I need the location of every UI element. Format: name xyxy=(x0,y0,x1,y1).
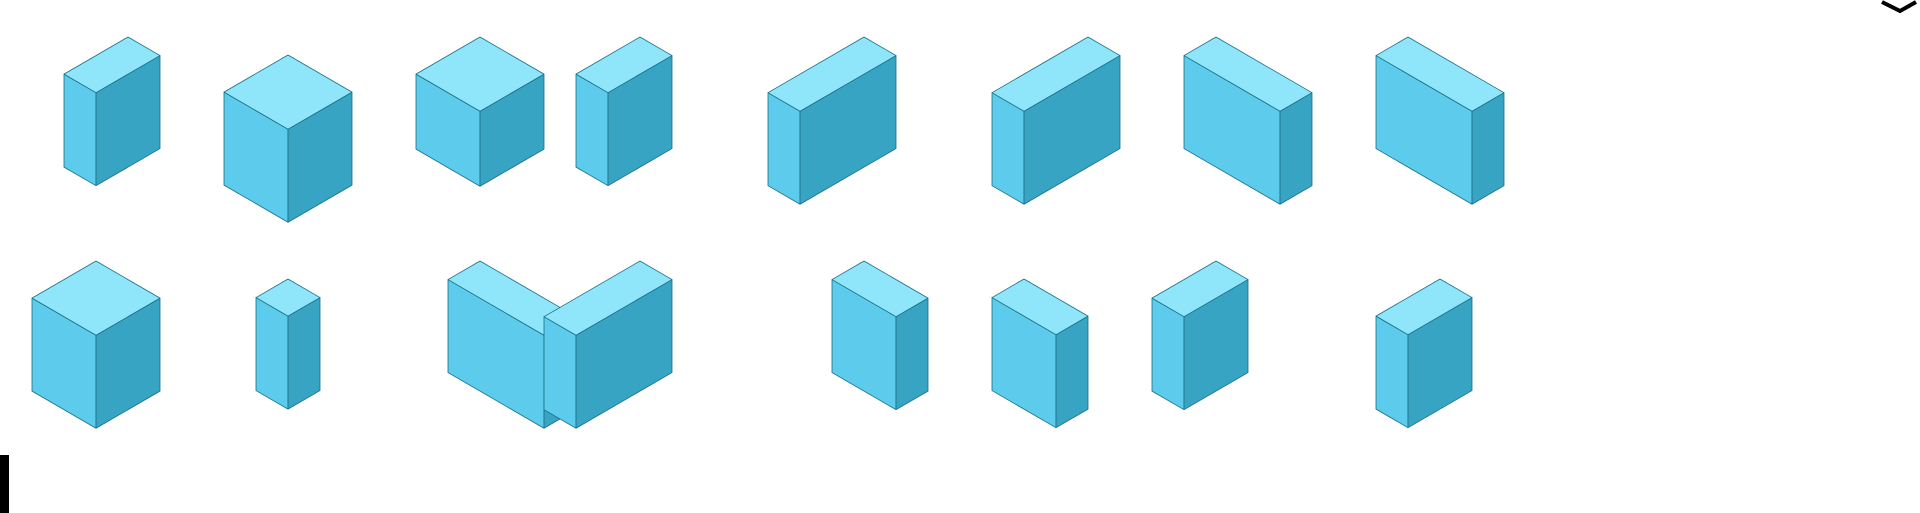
notched-long-block-b xyxy=(1183,36,1313,205)
notched-wide-block-a xyxy=(767,36,897,205)
notched-block-a xyxy=(415,36,545,187)
block-tall-left-face xyxy=(1151,297,1185,411)
slab-left-top-face xyxy=(543,260,673,336)
block-tall-top-face xyxy=(1151,260,1249,318)
block-wide xyxy=(1375,278,1473,429)
cross-piece xyxy=(31,260,161,429)
block-medium-a-right-face xyxy=(895,297,929,411)
step-block-a-left-face xyxy=(575,73,609,187)
small-pillar-right-face xyxy=(287,297,321,410)
notched-block-a-top-face xyxy=(415,36,545,112)
channel-piece-b-top-face xyxy=(1375,36,1505,112)
bent-piece-a xyxy=(63,36,161,187)
slab-left-left-face xyxy=(543,316,577,429)
small-pillar-top-face xyxy=(255,278,321,317)
notched-long-block-b-right-face xyxy=(1279,92,1313,205)
cross-piece-top-face xyxy=(31,260,161,336)
small-pillar-left-face xyxy=(255,297,289,410)
block-medium-a-top-face xyxy=(831,260,929,318)
block-wide-top-face xyxy=(1375,278,1473,336)
left-marker xyxy=(0,455,9,513)
step-block-a-top-face xyxy=(575,36,673,94)
block-tall xyxy=(1151,260,1249,411)
notched-wide-block-a-top-face xyxy=(767,36,897,112)
notched-long-block-a-top-face xyxy=(991,36,1121,112)
notched-wide-block-a-left-face xyxy=(767,92,801,205)
block-medium-b-top-face xyxy=(991,278,1089,336)
notched-long-block-a-left-face xyxy=(991,92,1025,205)
channel-piece-b-right-face xyxy=(1471,92,1505,205)
block-medium-a xyxy=(831,260,929,411)
corner-arrow-icon xyxy=(1881,0,1917,14)
block-wide-left-face xyxy=(1375,315,1409,429)
notched-long-block-a xyxy=(991,36,1121,205)
shape-group xyxy=(31,36,1505,429)
step-block-a xyxy=(575,36,673,187)
channel-piece-b xyxy=(1375,36,1505,205)
channel-piece-a-top-face xyxy=(223,54,353,130)
channel-piece-a xyxy=(223,54,353,223)
bent-piece-a-top-face xyxy=(63,36,161,94)
block-medium-b-right-face xyxy=(1055,315,1089,429)
notched-long-block-b-top-face xyxy=(1183,36,1313,112)
block-medium-b xyxy=(991,278,1089,429)
small-pillar xyxy=(255,278,321,410)
bent-piece-a-left-face xyxy=(63,73,97,187)
slab-left xyxy=(543,260,673,429)
